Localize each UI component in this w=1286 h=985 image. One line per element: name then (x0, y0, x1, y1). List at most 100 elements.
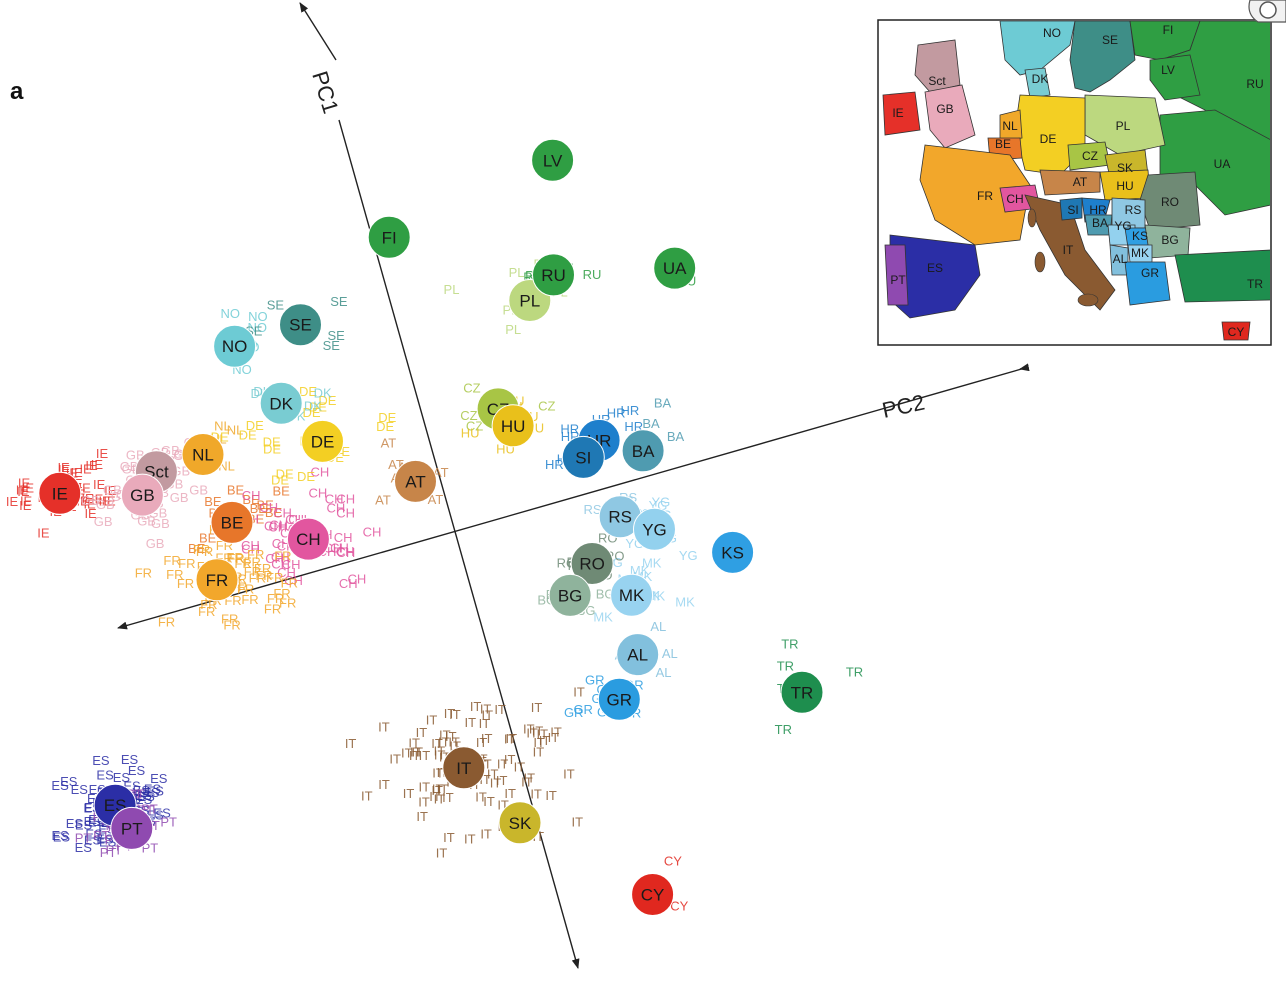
sample-label: GR (585, 673, 605, 688)
map-label: SE (1102, 33, 1118, 47)
sample-label: RU (583, 267, 602, 282)
sample-label: IT (416, 809, 428, 824)
map-label: SI (1067, 203, 1078, 217)
sample-label: IE (22, 480, 35, 495)
sample-label: IT (514, 760, 526, 775)
sample-label: IT (378, 777, 390, 792)
sample-label: AT (375, 493, 391, 508)
sample-label: IT (550, 725, 562, 740)
mean-dot (548, 573, 592, 617)
mean-dot (442, 746, 486, 790)
mean-dot-label: BE (221, 513, 244, 532)
zoom-magnifier-icon[interactable] (1240, 0, 1286, 26)
map-label: DE (1040, 132, 1057, 146)
map-label: GR (1141, 266, 1159, 280)
mean-dot (780, 670, 824, 714)
group-mean-se: SE (279, 303, 322, 347)
map-region-dk (1024, 67, 1051, 99)
sample-label: IE (79, 480, 92, 495)
group-mean-ks: KS (711, 530, 755, 574)
sample-label: IE (93, 477, 106, 492)
sample-label: IE (83, 496, 96, 511)
mean-dot (394, 459, 437, 503)
sample-label: ES (75, 818, 93, 833)
mean-dot-label: RU (541, 266, 566, 285)
group-mean-ie: IE (38, 471, 82, 515)
sample-label: CZ (466, 418, 483, 433)
mean-dot-label: GR (607, 690, 633, 709)
mean-dot-label: UA (663, 259, 687, 278)
mean-dot (367, 215, 411, 259)
sample-label: IT (480, 702, 492, 717)
sample-label: IT (465, 715, 477, 730)
sample-label: YG (679, 548, 698, 563)
sample-label: BE (250, 501, 268, 516)
map-label: RO (1161, 195, 1179, 209)
map-label: BG (1161, 233, 1178, 247)
sample-label: GB (103, 483, 122, 498)
sample-label: TR (781, 637, 798, 652)
sample-label: DE (378, 410, 396, 425)
mean-dot-label: IT (456, 759, 471, 778)
sample-label: ES (51, 778, 69, 793)
map-label: YG (1114, 219, 1131, 233)
sample-label: IT (408, 735, 420, 750)
sample-label: BA (642, 416, 660, 431)
sample-label: IT (443, 830, 455, 845)
sample-label: CH (336, 544, 355, 559)
sample-label: NO (248, 320, 268, 335)
mean-dot-label: NL (192, 446, 214, 465)
sample-label: CH (259, 500, 278, 515)
sample-label: ES (144, 781, 162, 796)
sample-label: TR (846, 665, 863, 680)
sample-label: DE (302, 405, 320, 420)
group-mean-at: AT (394, 459, 437, 503)
sample-label: DE (318, 393, 336, 408)
sample-label: IE (79, 461, 92, 476)
sample-label: FR (254, 561, 271, 576)
sample-label: IE (37, 526, 50, 541)
sample-label: CZ (538, 399, 555, 414)
sample-label: TR (775, 722, 792, 737)
sample-label: AT (381, 436, 397, 451)
sample-label: IT (476, 735, 488, 750)
sample-label: FR (244, 555, 261, 570)
sample-label: IT (533, 745, 545, 760)
mean-dot-label: NO (222, 337, 248, 356)
sample-label: IE (98, 493, 111, 508)
sample-label: ES (153, 806, 171, 821)
map-label: SK (1117, 161, 1133, 175)
group-mean-hu: HU (491, 404, 535, 448)
sample-label: FR (198, 604, 215, 619)
map-label: PT (890, 273, 906, 287)
map-region-cy (1221, 321, 1251, 341)
sample-label: IT (479, 772, 491, 787)
sample-label: CZ (463, 380, 480, 395)
sample-label: CH (265, 551, 284, 566)
sample-label: IE (104, 483, 117, 498)
sample-label: CH (241, 541, 260, 556)
sample-label: AT (433, 465, 449, 480)
sample-label: CH (242, 488, 261, 503)
sample-label: FR (227, 551, 244, 566)
sample-label: IT (521, 775, 533, 790)
sample-label: IT (532, 723, 544, 738)
pc2-axis-line (117, 367, 1026, 630)
mean-dot-label: MK (619, 586, 645, 605)
group-mean-bg: BG (548, 573, 592, 617)
sample-label: IT (442, 790, 454, 805)
sample-label: ES (147, 783, 165, 798)
sample-label: CH (337, 545, 356, 560)
sample-label: DE (263, 441, 281, 456)
sample-label: IT (524, 771, 536, 786)
mean-dot (616, 633, 660, 677)
sample-label: IT (426, 713, 438, 728)
pc1-axis-up (299, 2, 337, 61)
sample-label: IT (494, 702, 506, 717)
sample-label: IE (91, 491, 104, 506)
sample-label: IE (103, 494, 116, 509)
sample-label: CH (325, 491, 344, 506)
sample-label: CY (670, 898, 688, 913)
map-label: NO (1043, 26, 1061, 40)
